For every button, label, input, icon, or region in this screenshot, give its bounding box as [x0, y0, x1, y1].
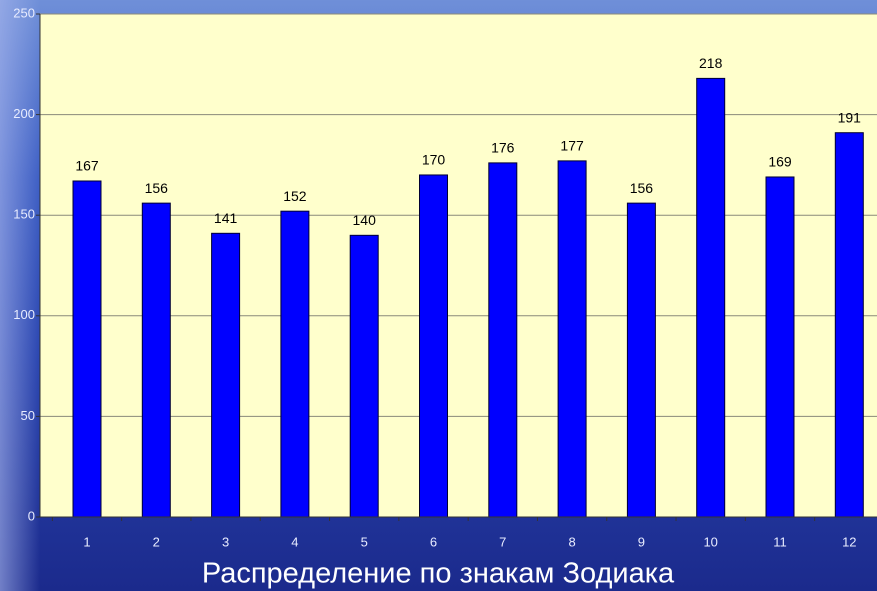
bar [696, 77, 726, 518]
y-tick-label: 150 [13, 207, 35, 222]
y-tick-label: 100 [13, 307, 35, 322]
x-tick-label: 5 [361, 534, 368, 549]
bar [765, 176, 795, 518]
x-tick-label: 11 [773, 534, 787, 549]
data-label: 140 [353, 212, 377, 228]
bar [557, 160, 587, 518]
data-label: 170 [422, 152, 446, 168]
data-label: 169 [768, 154, 792, 170]
bar [280, 210, 310, 518]
data-label: 191 [838, 109, 862, 125]
bar [419, 174, 448, 518]
bar [488, 162, 518, 518]
data-label: 156 [145, 180, 169, 196]
y-tick-label: 0 [28, 508, 35, 523]
x-tick-label: 3 [222, 534, 229, 549]
data-label: 156 [630, 180, 654, 196]
bar [349, 234, 379, 518]
bar [626, 202, 656, 518]
data-label: 152 [283, 188, 307, 204]
x-tick-label: 10 [703, 534, 717, 549]
background-sheen [0, 0, 40, 591]
y-tick-label: 250 [13, 5, 35, 20]
x-tick-label: 12 [842, 534, 856, 549]
chart-title: Распределение по знакам Зодиака [202, 558, 675, 590]
y-tick-label: 200 [13, 106, 35, 121]
x-tick-label: 7 [499, 534, 506, 549]
x-tick-label: 4 [291, 534, 298, 549]
data-label: 177 [560, 138, 584, 154]
x-tick-label: 6 [430, 534, 437, 549]
plot-area [40, 14, 877, 517]
x-tick-label: 1 [83, 534, 90, 549]
bar [141, 202, 171, 518]
data-label: 218 [699, 55, 723, 71]
data-label: 176 [491, 140, 515, 156]
data-label: 141 [214, 210, 238, 226]
x-tick-label: 9 [638, 534, 645, 549]
bar [72, 180, 102, 518]
x-tick-label: 8 [568, 534, 575, 549]
bar [211, 232, 241, 518]
x-tick-label: 2 [153, 534, 160, 549]
bar [834, 132, 864, 518]
y-tick-label: 50 [21, 408, 35, 423]
data-label: 167 [75, 158, 99, 174]
